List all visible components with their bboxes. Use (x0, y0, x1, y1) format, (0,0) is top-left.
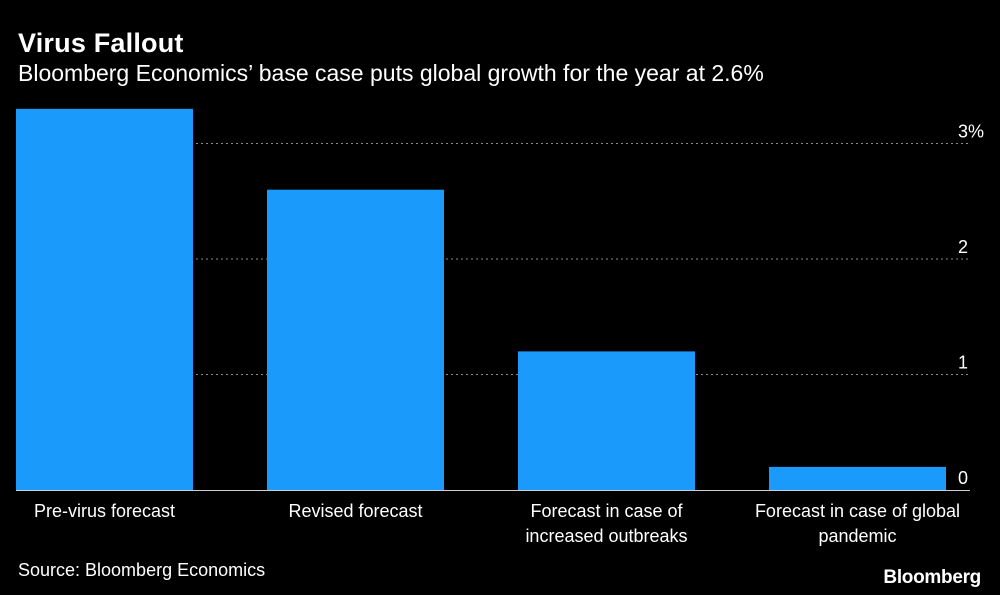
source-note: Source: Bloomberg Economics (18, 560, 266, 580)
bar (16, 108, 193, 490)
bar (769, 466, 946, 490)
bloomberg-logo: Bloomberg (883, 567, 981, 588)
x-tick-label: Forecast in case of global (755, 501, 960, 521)
gridlines (16, 143, 970, 375)
y-tick-label: 2 (958, 237, 968, 257)
y-tick-label: 1 (958, 353, 968, 373)
x-tick-label: pandemic (818, 526, 896, 546)
y-tick-label: 0 (958, 468, 968, 488)
x-tick-label: Pre-virus forecast (34, 501, 175, 521)
bar (267, 189, 444, 490)
x-tick-label: Revised forecast (288, 501, 422, 521)
y-tick-label: 3% (958, 122, 984, 142)
bars (16, 108, 946, 490)
chart-title: Virus Fallout (18, 28, 184, 58)
x-tick-label: increased outbreaks (525, 526, 687, 546)
x-tick-label: Forecast in case of (530, 501, 683, 521)
chart-subtitle: Bloomberg Economics’ base case puts glob… (18, 60, 764, 86)
bar (518, 351, 695, 490)
y-axis-tick-labels: 0 1 2 3% (958, 122, 984, 489)
x-axis-tick-labels: Pre-virus forecast Revised forecast Foreca… (34, 501, 960, 546)
